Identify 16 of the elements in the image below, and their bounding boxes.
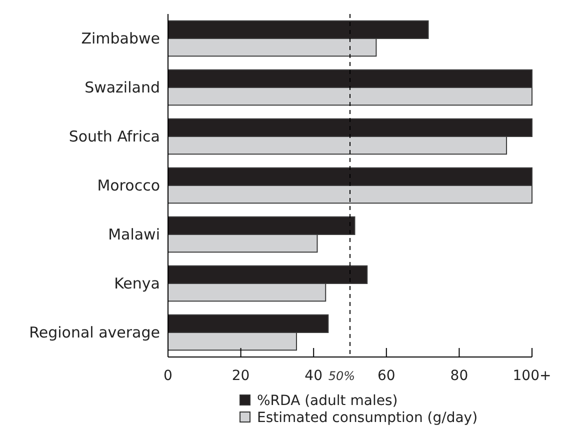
legend-label: Estimated consumption (g/day) <box>257 410 478 426</box>
x-tick-label: 40 <box>304 368 323 384</box>
ref-line-label: 50% <box>328 369 355 383</box>
x-tick-label: 0 <box>164 368 172 384</box>
y-tick-label: Zimbabwe <box>81 30 160 48</box>
legend-label: %RDA (adult males) <box>257 393 398 409</box>
x-tick-label: 20 <box>232 368 250 384</box>
y-tick-label: Kenya <box>114 274 160 292</box>
y-tick-label: Swaziland <box>84 78 160 96</box>
y-tick-label: Malawi <box>108 226 160 244</box>
x-tick-label: 100+ <box>512 368 552 384</box>
y-tick-label: Regional average <box>29 324 160 342</box>
x-tick-label: 80 <box>450 368 468 384</box>
x-tick-label: 60 <box>377 368 396 384</box>
y-tick-label: South Africa <box>68 128 160 146</box>
y-tick-label: Morocco <box>97 176 160 194</box>
